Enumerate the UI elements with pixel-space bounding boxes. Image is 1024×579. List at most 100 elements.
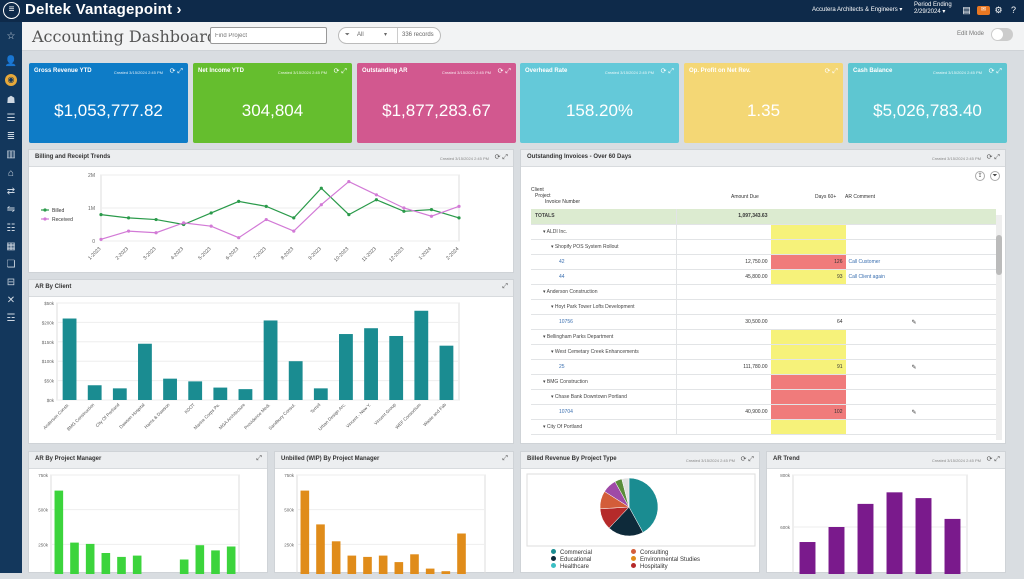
reports-icon[interactable]: ▥: [6, 149, 16, 160]
table-row[interactable]: ▾ Chase Bank Downtown Portland: [531, 389, 996, 405]
projects-icon[interactable]: ☰: [6, 113, 16, 124]
expand-icon[interactable]: ⤢: [502, 455, 508, 462]
favorites-icon[interactable]: ☆: [6, 31, 16, 42]
column-header-client[interactable]: Client Project Invoice Number: [531, 187, 580, 205]
legend-item[interactable]: Educational: [551, 556, 591, 563]
table-row[interactable]: 42 12,750.00 126 Call Customer: [531, 254, 996, 270]
refresh-expand-icons[interactable]: ⟳ ⤢: [660, 68, 674, 75]
bar: [363, 556, 372, 579]
x-tick-label: Providence Medi.: [243, 402, 271, 430]
export-icon[interactable]: ⇪: [975, 171, 985, 181]
contacts-icon[interactable]: 👤: [4, 56, 18, 67]
cell-label: TOTALS: [531, 209, 676, 225]
clients-icon[interactable]: ☗: [6, 95, 16, 106]
y-tick-label: 1M: [88, 206, 95, 212]
notifications-icon[interactable]: ✉: [977, 6, 990, 15]
help-icon[interactable]: ?: [1010, 5, 1016, 15]
cell-comment[interactable]: Call Client again: [845, 269, 996, 285]
data-point: [99, 213, 103, 217]
table-row[interactable]: ▾ Hoyt Park Tower Lofts Development: [531, 299, 996, 315]
employees-icon[interactable]: ☷: [6, 223, 16, 234]
expand-icon[interactable]: ⤢: [502, 283, 508, 290]
bar: [439, 345, 454, 400]
refresh-expand-icons[interactable]: ⟳ ⤢: [988, 68, 1002, 75]
plot-area: [792, 474, 968, 579]
refresh-expand-icons[interactable]: ⟳ ⤢: [740, 456, 754, 463]
table-row[interactable]: 10756 30,500.00 64 ✎: [531, 314, 996, 330]
table-row[interactable]: ▾ Shopify POS System Rollout: [531, 239, 996, 255]
table-row[interactable]: 10704 40,900.00 102 ✎: [531, 404, 996, 420]
refresh-expand-icons[interactable]: ⟳ ⤢: [824, 68, 838, 75]
buildings-icon[interactable]: ▦: [6, 241, 16, 252]
table-row[interactable]: ▾ BMG Construction: [531, 374, 996, 390]
column-header-comment[interactable]: AR Comment: [845, 194, 876, 200]
table-row[interactable]: ▾ Bellingham Parks Department: [531, 329, 996, 345]
table-row[interactable]: 44 45,800.00 93 Call Client again: [531, 269, 996, 285]
legend-item[interactable]: Healthcare: [551, 563, 589, 570]
documents-icon[interactable]: ❏: [6, 259, 16, 270]
refresh-expand-icons[interactable]: ⟳ ⤢: [169, 68, 183, 75]
table-row[interactable]: ▾ City Of Portland: [531, 419, 996, 435]
scrollbar-thumb[interactable]: [996, 235, 1002, 275]
kpi-tile[interactable]: Net Income YTD Created 3/15/2024 2:45 PM ⟳…: [193, 63, 352, 143]
tools-icon[interactable]: ✕: [6, 295, 16, 306]
record-filter[interactable]: ⏷ All ▾ 336 records: [338, 27, 441, 44]
refresh-expand-icons[interactable]: ⟳ ⤢: [986, 154, 1000, 161]
refresh-expand-icons[interactable]: ⟳ ⤢: [333, 68, 347, 75]
settings-sliders-icon[interactable]: ☲: [6, 313, 16, 324]
expand-icon[interactable]: ⤢: [256, 455, 262, 462]
legend-item[interactable]: Commercial: [551, 549, 592, 556]
find-project-input[interactable]: [210, 27, 327, 44]
cell-comment[interactable]: Call Customer: [845, 254, 996, 270]
edit-comment-icon[interactable]: ✎: [911, 319, 917, 326]
pie-slice: [621, 477, 630, 508]
cell-days: [770, 239, 846, 255]
column-header-days[interactable]: Days 60+: [815, 194, 837, 200]
edit-comment-icon[interactable]: ✎: [911, 409, 917, 416]
scrollbar[interactable]: [996, 215, 1002, 440]
chat-icon[interactable]: ▤: [962, 5, 971, 15]
company-selector[interactable]: Accutera Architects & Engineers ▾: [812, 7, 903, 13]
main-menu-icon[interactable]: ≡: [3, 2, 20, 19]
y-tick-label: 2M: [88, 173, 95, 179]
filter-icon[interactable]: ⏷: [990, 171, 1000, 181]
refresh-expand-icons[interactable]: ⟳ ⤢: [494, 154, 508, 161]
kpi-title: Gross Revenue YTD: [34, 68, 92, 74]
billing-icon[interactable]: ⇋: [6, 204, 16, 215]
period-selector[interactable]: Period Ending 2/29/2024 ▾: [914, 2, 952, 16]
pie-slice: [608, 506, 644, 537]
kpi-tile[interactable]: Op. Profit on Net Rev. ⟳ ⤢ 1.35: [684, 63, 843, 143]
resource-icon[interactable]: ≣: [6, 131, 16, 142]
table-row[interactable]: ▾ Anderson Construction: [531, 284, 996, 300]
table-row[interactable]: ▾ West Cemetary Creek Enhancements: [531, 344, 996, 360]
table-row[interactable]: TOTALS 1,097,343.63: [531, 209, 996, 225]
kpi-tile[interactable]: Gross Revenue YTD Created 3/15/2024 2:45 …: [29, 63, 188, 143]
timesheet-icon[interactable]: ⊟: [6, 277, 16, 288]
kpi-tile[interactable]: Outstanding AR Created 3/15/2024 2:45 PM ⟳…: [357, 63, 516, 143]
accounting-icon[interactable]: ⌂: [7, 168, 15, 179]
refresh-expand-icons[interactable]: ⟳ ⤢: [986, 456, 1000, 463]
data-point: [319, 186, 323, 190]
refresh-expand-icons[interactable]: ⟳ ⤢: [497, 68, 511, 75]
x-tick-label: Harris & Dawson: [143, 402, 171, 430]
legend-item[interactable]: Environmental Studies: [631, 556, 700, 563]
kpi-created: Created 3/15/2024 2:45 PM: [277, 70, 327, 75]
kpi-tile[interactable]: Overhead Rate Created 3/15/2024 2:45 PM ⟳ …: [520, 63, 679, 143]
cell-spacer: [675, 299, 683, 315]
series-line-received: [100, 180, 460, 240]
edit-comment-icon[interactable]: ✎: [911, 364, 917, 371]
edit-mode-toggle[interactable]: [991, 28, 1013, 41]
cell-amount: [682, 239, 771, 255]
dashboard-icon[interactable]: ◉: [5, 74, 17, 86]
gear-icon[interactable]: ⚙: [994, 5, 1003, 15]
legend-item[interactable]: Hospitality: [631, 563, 668, 570]
data-point: [347, 180, 351, 184]
app-brand[interactable]: Deltek Vantagepoint ›: [25, 1, 182, 18]
column-header-amount[interactable]: Amount Due: [731, 194, 759, 200]
transactions-icon[interactable]: ⇄: [6, 186, 16, 197]
kpi-tile[interactable]: Cash Balance Created 3/15/2024 2:45 PM ⟳ ⤢…: [848, 63, 1007, 143]
table-row[interactable]: ▾ ALDI Inc.: [531, 224, 996, 240]
legend-item[interactable]: Consulting: [631, 549, 668, 556]
table-row[interactable]: 25 111,780.00 91 ✎: [531, 359, 996, 375]
pie-slice: [628, 477, 659, 533]
